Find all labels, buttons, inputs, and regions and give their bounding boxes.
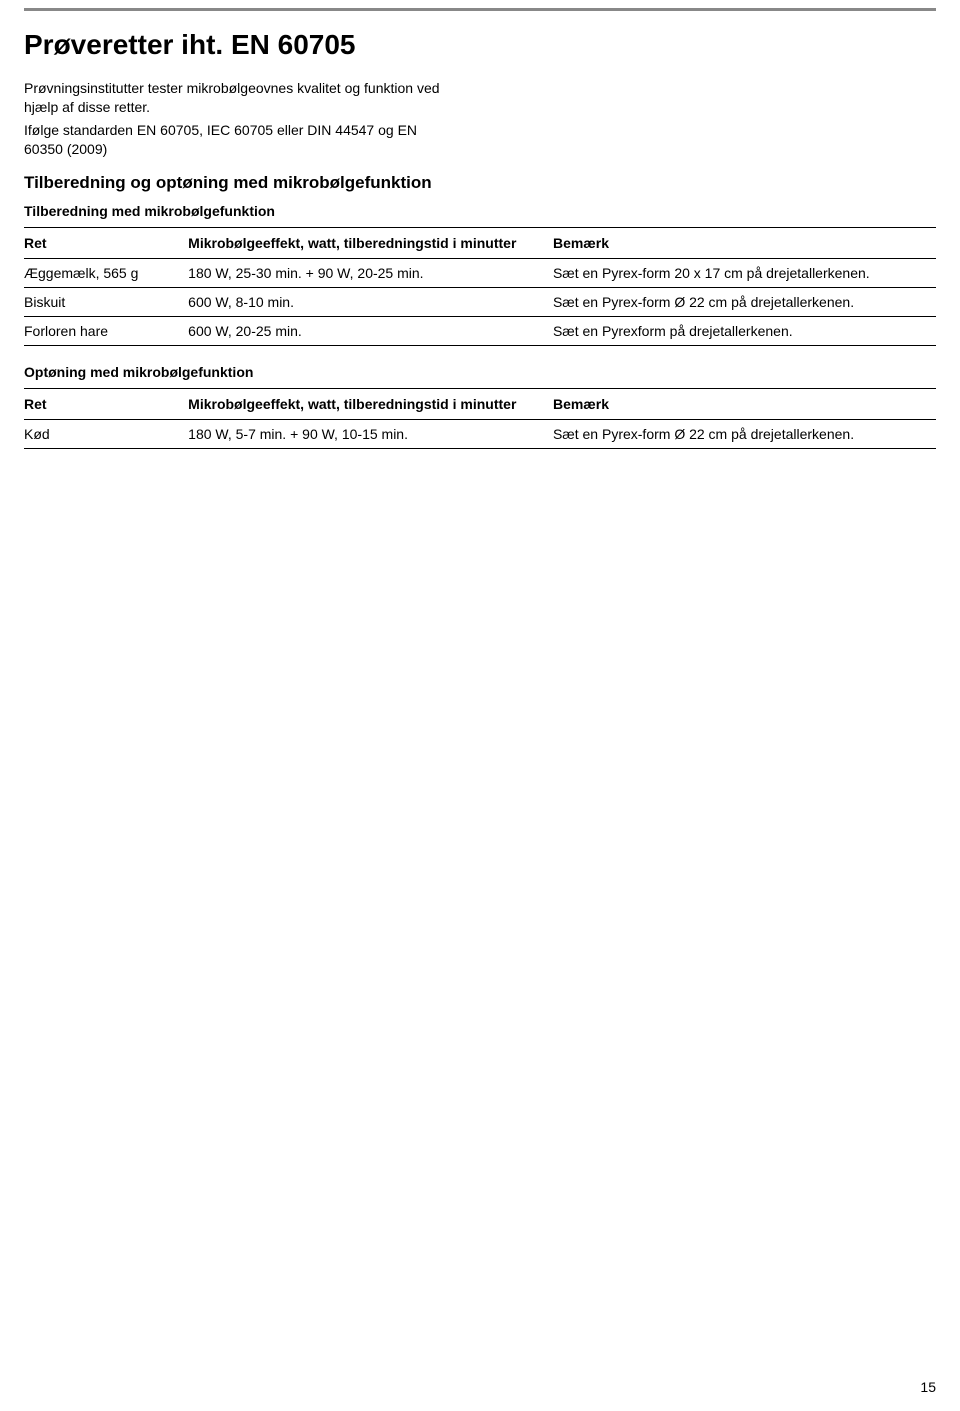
table-preparation: Ret Mikrobølgeeffekt, watt, tilberedning… — [24, 227, 936, 346]
cell-ret: Æggemælk, 565 g — [24, 258, 188, 287]
cell-remark: Sæt en Pyrexform på drejetallerkenen. — [553, 316, 936, 345]
table-header-row: Ret Mikrobølgeeffekt, watt, tilberedning… — [24, 388, 936, 419]
col-header-effekt: Mikrobølgeeffekt, watt, tilberedningstid… — [188, 227, 553, 258]
cell-remark: Sæt en Pyrex-form Ø 22 cm på drejetaller… — [553, 419, 936, 448]
table-row: Forloren hare 600 W, 20-25 min. Sæt en P… — [24, 316, 936, 345]
cell-effekt: 180 W, 25-30 min. + 90 W, 20-25 min. — [188, 258, 553, 287]
page-number: 15 — [920, 1379, 936, 1395]
cell-effekt: 180 W, 5-7 min. + 90 W, 10-15 min. — [188, 419, 553, 448]
cell-remark: Sæt en Pyrex-form 20 x 17 cm på drejetal… — [553, 258, 936, 287]
table-row: Biskuit 600 W, 8-10 min. Sæt en Pyrex-fo… — [24, 287, 936, 316]
col-header-ret: Ret — [24, 388, 188, 419]
cell-remark: Sæt en Pyrex-form Ø 22 cm på drejetaller… — [553, 287, 936, 316]
intro-text-1: Prøvningsinstitutter tester mikrobølgeov… — [24, 79, 454, 117]
cell-effekt: 600 W, 20-25 min. — [188, 316, 553, 345]
subsection-heading-1: Tilberedning med mikrobølgefunktion — [24, 203, 936, 219]
page-content: Prøveretter iht. EN 60705 Prøvningsinsti… — [0, 11, 960, 449]
table-defrost: Ret Mikrobølgeeffekt, watt, tilberedning… — [24, 388, 936, 449]
intro-text-2: Ifølge standarden EN 60705, IEC 60705 el… — [24, 121, 454, 159]
cell-ret: Forloren hare — [24, 316, 188, 345]
col-header-remark: Bemærk — [553, 227, 936, 258]
cell-effekt: 600 W, 8-10 min. — [188, 287, 553, 316]
cell-ret: Biskuit — [24, 287, 188, 316]
col-header-remark: Bemærk — [553, 388, 936, 419]
col-header-effekt: Mikrobølgeeffekt, watt, tilberedningstid… — [188, 388, 553, 419]
section-heading: Tilberedning og optøning med mikrobølgef… — [24, 173, 936, 193]
table-row: Kød 180 W, 5-7 min. + 90 W, 10-15 min. S… — [24, 419, 936, 448]
table-header-row: Ret Mikrobølgeeffekt, watt, tilberedning… — [24, 227, 936, 258]
cell-ret: Kød — [24, 419, 188, 448]
table-row: Æggemælk, 565 g 180 W, 25-30 min. + 90 W… — [24, 258, 936, 287]
page-title: Prøveretter iht. EN 60705 — [24, 29, 936, 61]
col-header-ret: Ret — [24, 227, 188, 258]
subsection-heading-2: Optøning med mikrobølgefunktion — [24, 364, 936, 380]
